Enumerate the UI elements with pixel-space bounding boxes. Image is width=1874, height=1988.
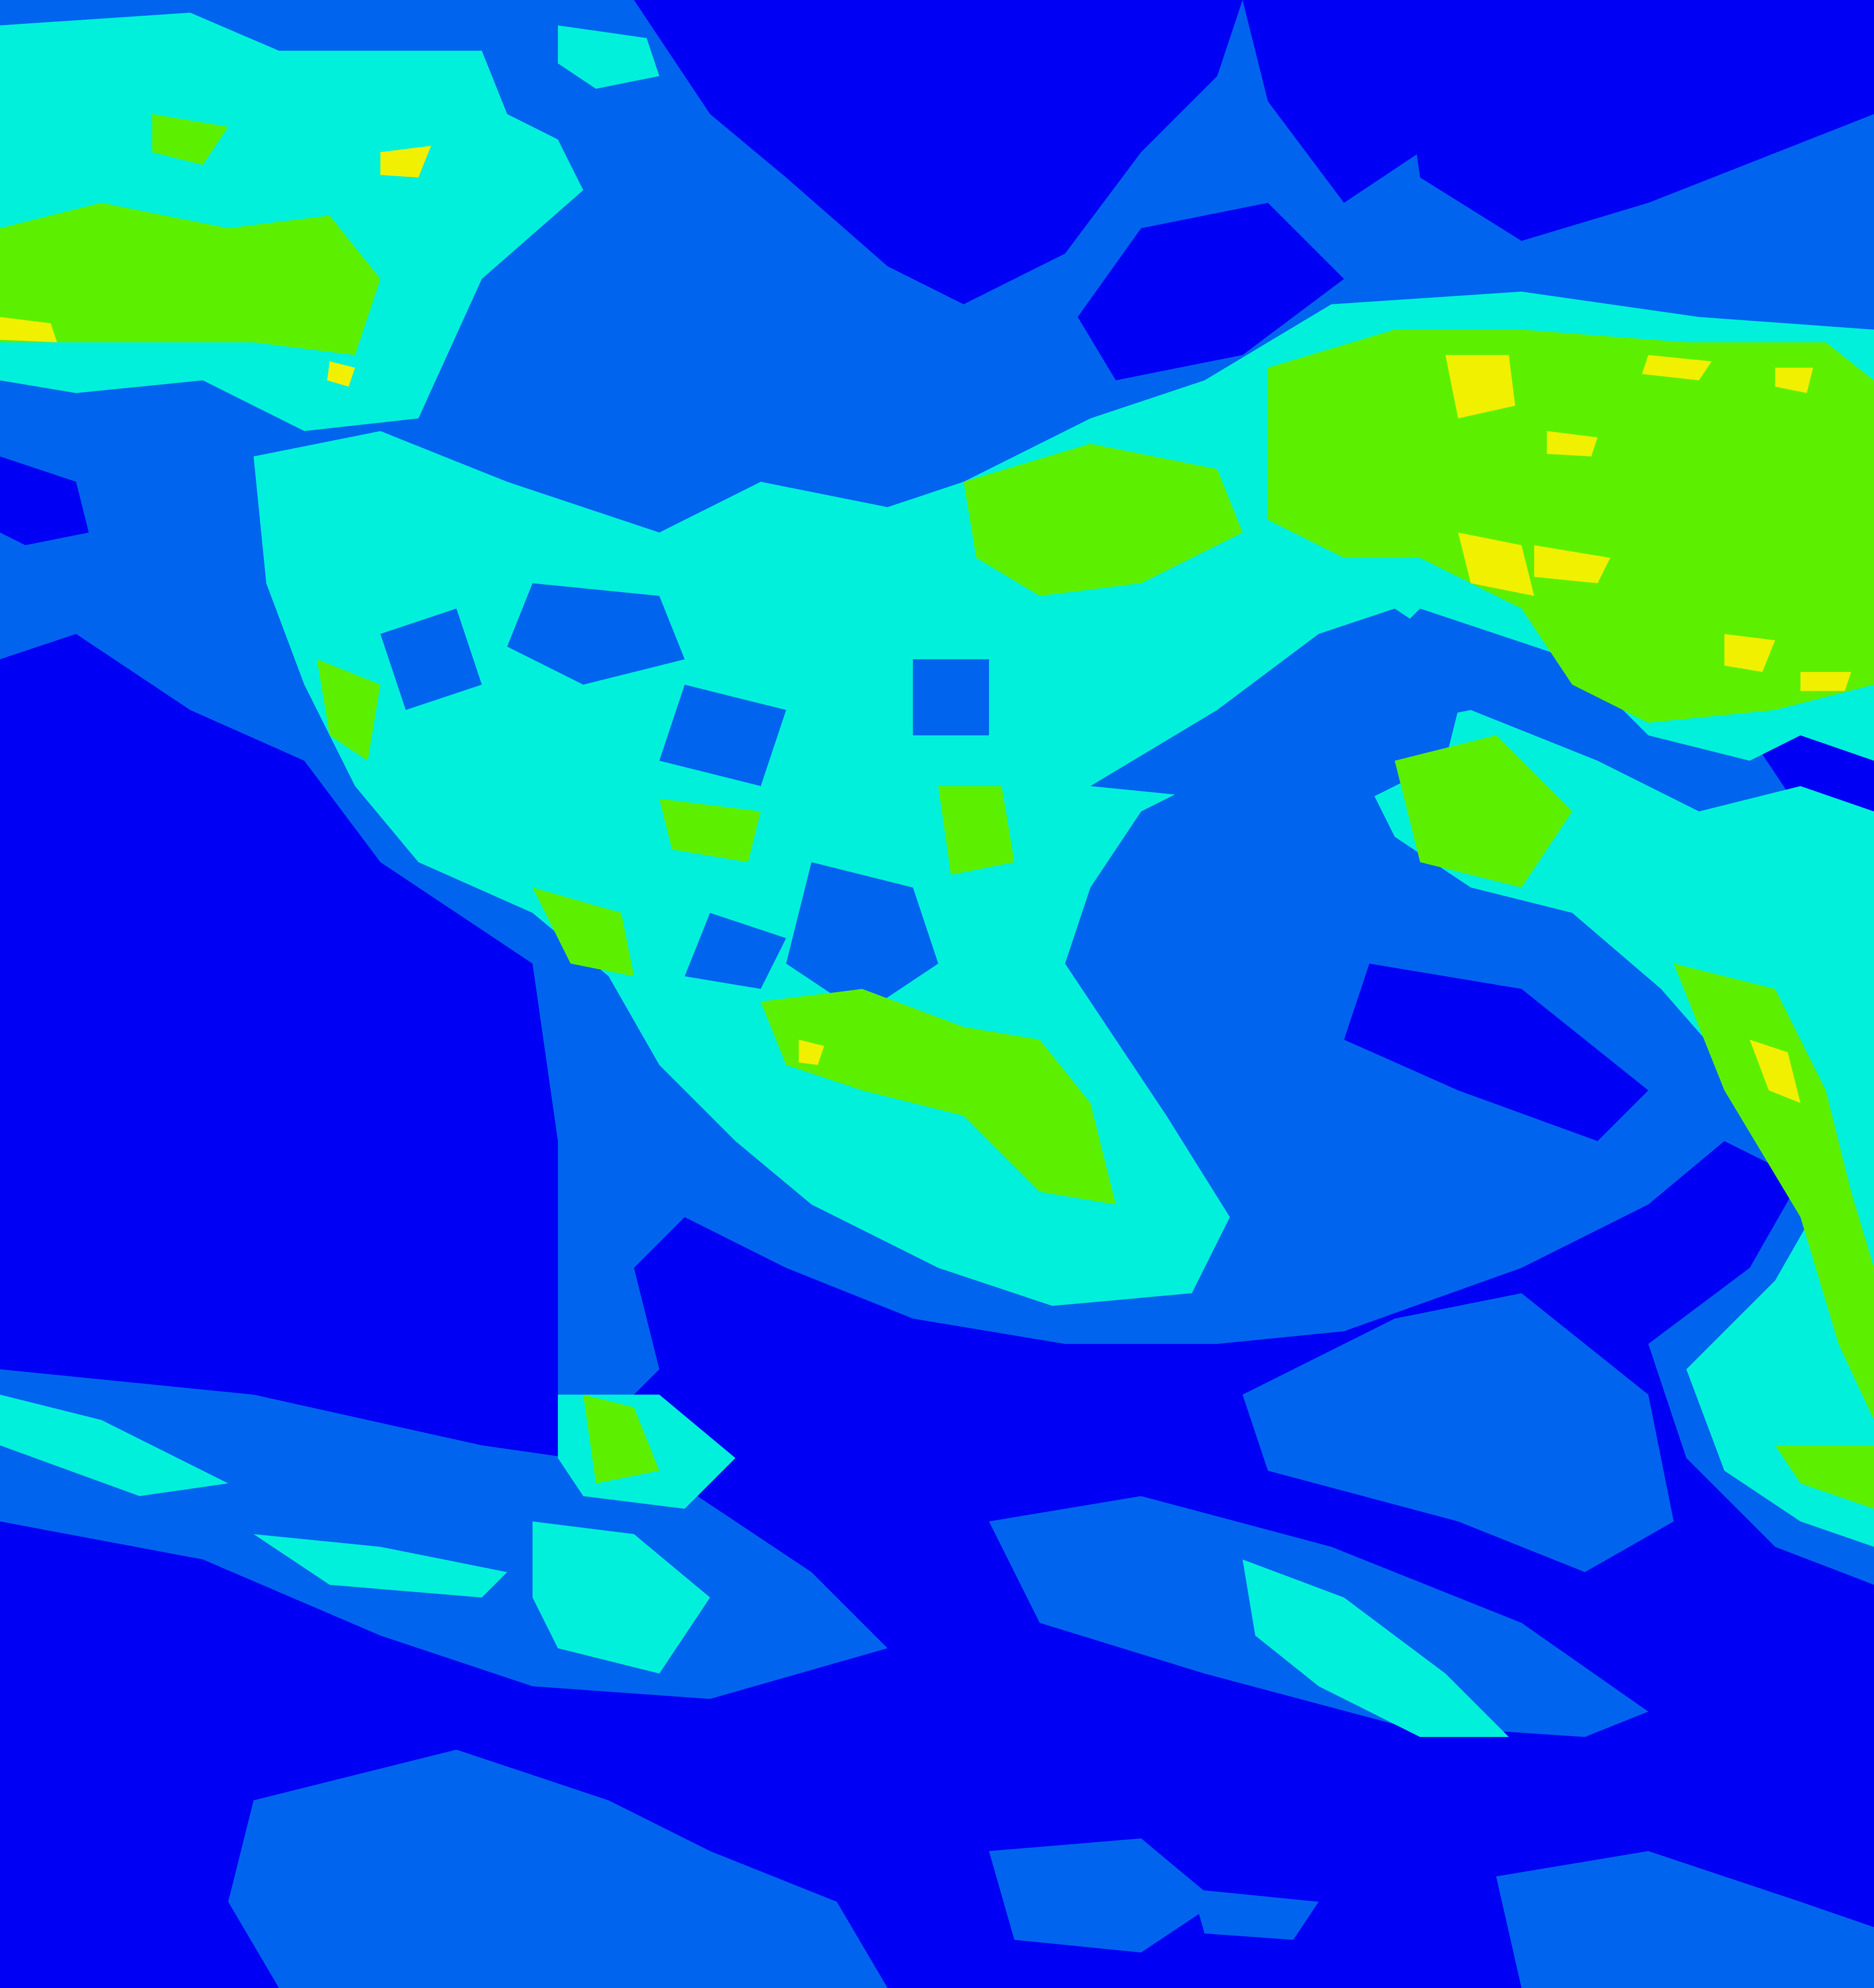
level-4-regions (0, 146, 1852, 1103)
level-3-regions (0, 114, 1874, 1509)
level-0-holes (0, 0, 1874, 1141)
level-1-holes (380, 583, 1471, 1014)
